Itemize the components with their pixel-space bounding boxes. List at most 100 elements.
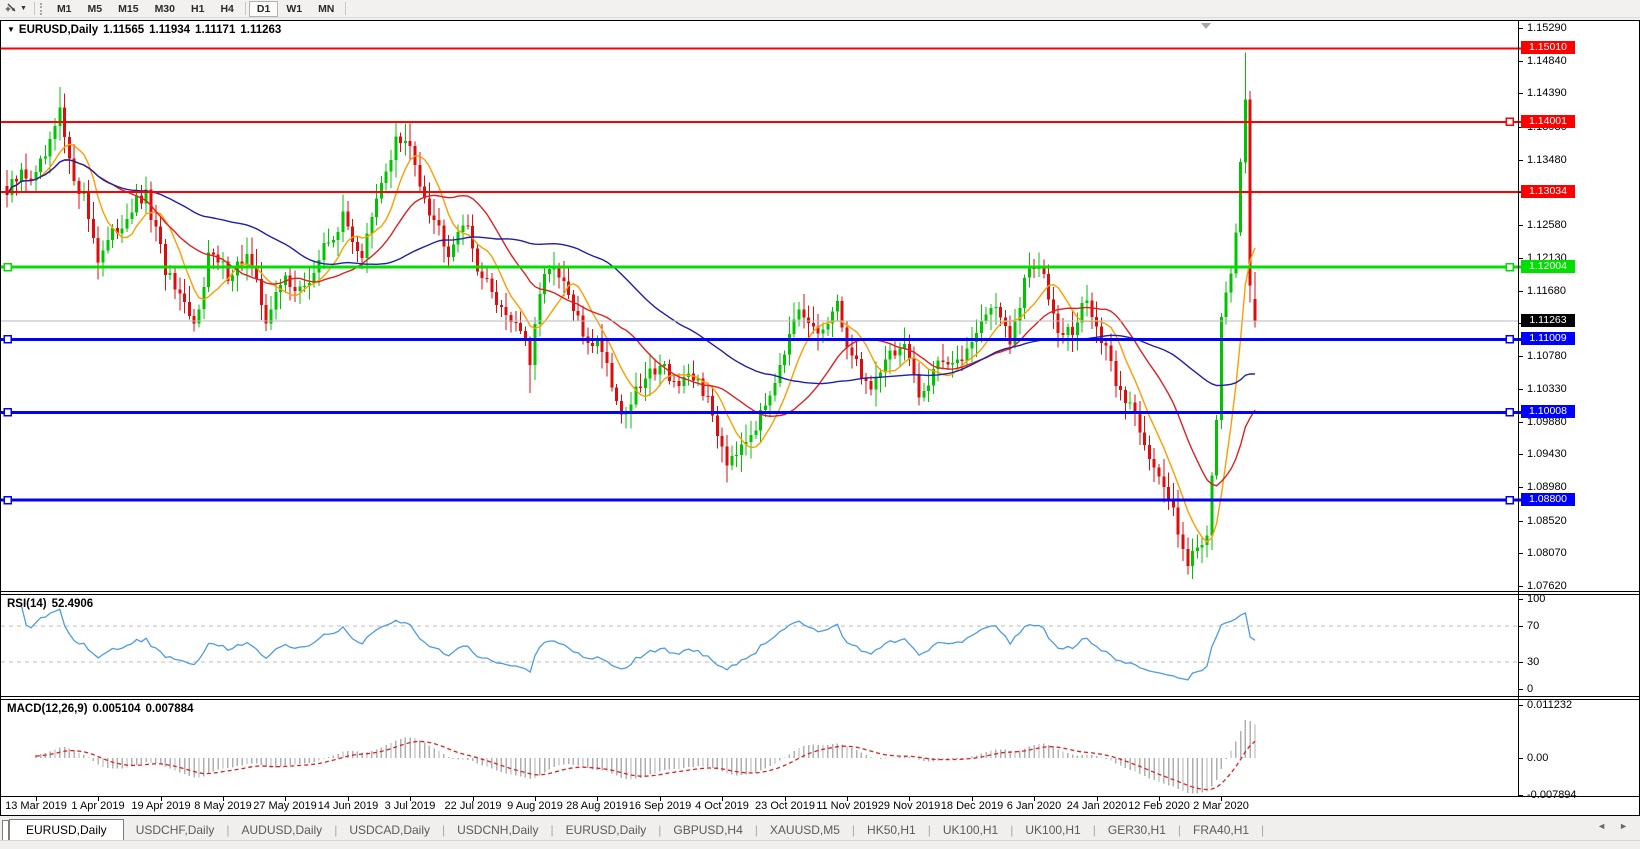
price-tick-label: 1.09430 [1527,448,1567,460]
level-line-1.14001[interactable] [1,117,1522,127]
rsi-pane-canvas[interactable] [1,595,1639,696]
macd-pane-canvas[interactable] [1,700,1639,796]
date-axis[interactable]: 13 Mar 2019 1 Apr 2019 19 Apr 2019 8 May 20… [1,797,1639,814]
date-label: 3 Jul 2019 [384,800,436,812]
level-line-1.08800[interactable] [1,495,1522,505]
date-tickmark [348,797,349,801]
timeframe-button-h1[interactable]: H1 [191,2,205,15]
axis-tickmark [1518,422,1523,423]
moving-average-line-8[interactable] [6,143,1256,543]
moving-average-line-20[interactable] [6,159,1256,487]
timeframe-button-d1[interactable]: D1 [248,0,279,17]
date-tickmark [597,797,598,801]
level-price-label: 1.11009 [1521,332,1575,345]
tab-separator: | [550,823,554,837]
chart-tab[interactable]: GER30,H1 [1107,823,1166,837]
timeframe-button-m5[interactable]: M5 [87,2,103,15]
price-axis[interactable]: 1.152901.148401.143901.139301.134801.130… [1518,21,1639,814]
price-tick-label: 1.14390 [1527,87,1567,99]
axis-tickmark [1518,291,1523,292]
axis-tickmark [1518,662,1523,663]
tab-separator: | [927,823,931,837]
price-tick-label: 1.12580 [1527,219,1567,231]
date-tickmark [1221,797,1222,801]
macd-tick-label: -0.007894 [1527,789,1577,801]
toolbar-separator [33,2,35,15]
date-tickmark [660,797,661,801]
chart-tab[interactable]: HK50,H1 [867,823,916,837]
date-label: 4 Oct 2019 [695,800,749,812]
level-price-label: 1.08800 [1521,493,1575,506]
timeframe-button-m30[interactable]: M30 [154,2,175,15]
tab-separator: | [754,823,758,837]
macd-bottom-border [1,796,1639,797]
timeframe-button-w1[interactable]: W1 [286,2,303,15]
level-line-1.11009[interactable] [1,335,1522,344]
macd-name: MACD(12,26,9) [7,703,88,715]
date-tickmark [847,797,848,801]
axis-tickmark [1518,586,1523,587]
toolbar-grip-handle[interactable] [39,2,45,15]
price-pane-canvas[interactable] [1,21,1639,591]
chart-tab[interactable]: UK100,H1 [942,823,999,837]
chart-tab-active[interactable]: EURUSD,Daily [9,819,124,840]
date-label: 22 Jul 2019 [444,800,502,812]
price-tick-label: 1.11680 [1527,285,1566,297]
date-tickmark [285,797,286,801]
date-label: 19 Apr 2019 [131,800,191,812]
level-line-1.10008[interactable] [1,408,1522,417]
chart-tab[interactable]: USDCNH,Daily [457,823,539,837]
date-tickmark [161,797,162,801]
macd-histogram[interactable] [35,719,1256,794]
date-tickmark [722,797,723,801]
chart-tab[interactable]: UK100,H1 [1025,823,1081,837]
macd-signal-line[interactable] [35,740,1256,791]
pane-separator[interactable] [1,696,1639,700]
chart-shift-marker-icon[interactable] [1201,23,1211,29]
date-label: 6 Jan 2020 [1006,800,1062,812]
chart-tab[interactable]: USDCAD,Daily [349,823,430,837]
chart-tab[interactable]: XAUUSD,M5 [769,823,840,837]
moving-average-line-50[interactable] [6,159,1255,387]
date-tickmark [909,797,910,801]
date-tickmark [1034,797,1035,801]
tab-separator: | [1177,823,1182,837]
rsi-line[interactable] [20,605,1256,681]
date-label: 13 Mar 2019 [5,800,67,812]
timeframe-button-mn[interactable]: MN [318,2,335,15]
axis-tickmark [1518,705,1523,706]
chart-window: ▼ EURUSD,Daily 1.11565 1.11934 1.11171 1.1126… [0,20,1640,816]
timeframe-button-m1[interactable]: M1 [56,2,72,15]
date-label: 1 Apr 2019 [71,800,125,812]
tabs-scroll-right-button[interactable]: ► [1619,821,1628,831]
date-tickmark [1159,797,1160,801]
timeframe-button-h4[interactable]: H4 [220,2,234,15]
cursor-arrow-icon [5,3,16,12]
chart-tab[interactable]: GBPUSD,H4 [673,823,743,837]
macd-tick-label: 0.011232 [1527,699,1573,711]
cursor-tool-button[interactable]: ▼ [0,1,31,16]
cursor-tool-caret-icon[interactable]: ▼ [20,5,27,12]
axis-tickmark [1518,626,1523,627]
chart-tab[interactable]: FRA40,H1 [1193,823,1250,837]
date-tickmark [473,797,474,801]
date-label: 27 May 2019 [253,800,317,812]
rsi-tick-label: 0 [1527,683,1534,695]
level-line-1.12004[interactable] [1,262,1522,272]
date-label: 11 Nov 2019 [816,800,878,812]
axis-tickmark [1518,599,1523,600]
tabs-scroll-left-button[interactable]: ◄ [1597,821,1606,831]
chart-tab[interactable]: AUDUSD,Daily [241,823,323,837]
chart-collapse-caret-icon[interactable]: ▼ [7,25,15,34]
axis-tickmark [1518,689,1523,690]
price-tick-label: 1.10330 [1527,383,1567,395]
chart-tab[interactable]: EURUSD,Daily [565,823,647,837]
timeframe-button-m15[interactable]: M15 [118,2,139,15]
ohlc-high: 1.11934 [149,24,191,36]
chart-tab[interactable]: USDCHF,Daily [135,823,215,837]
macd-tick-label: 0.00 [1527,752,1549,764]
date-label: 2 Mar 2020 [1193,800,1249,812]
date-label: 16 Sep 2019 [628,800,692,812]
axis-tickmark [1518,258,1523,259]
pane-separator[interactable] [1,591,1639,595]
